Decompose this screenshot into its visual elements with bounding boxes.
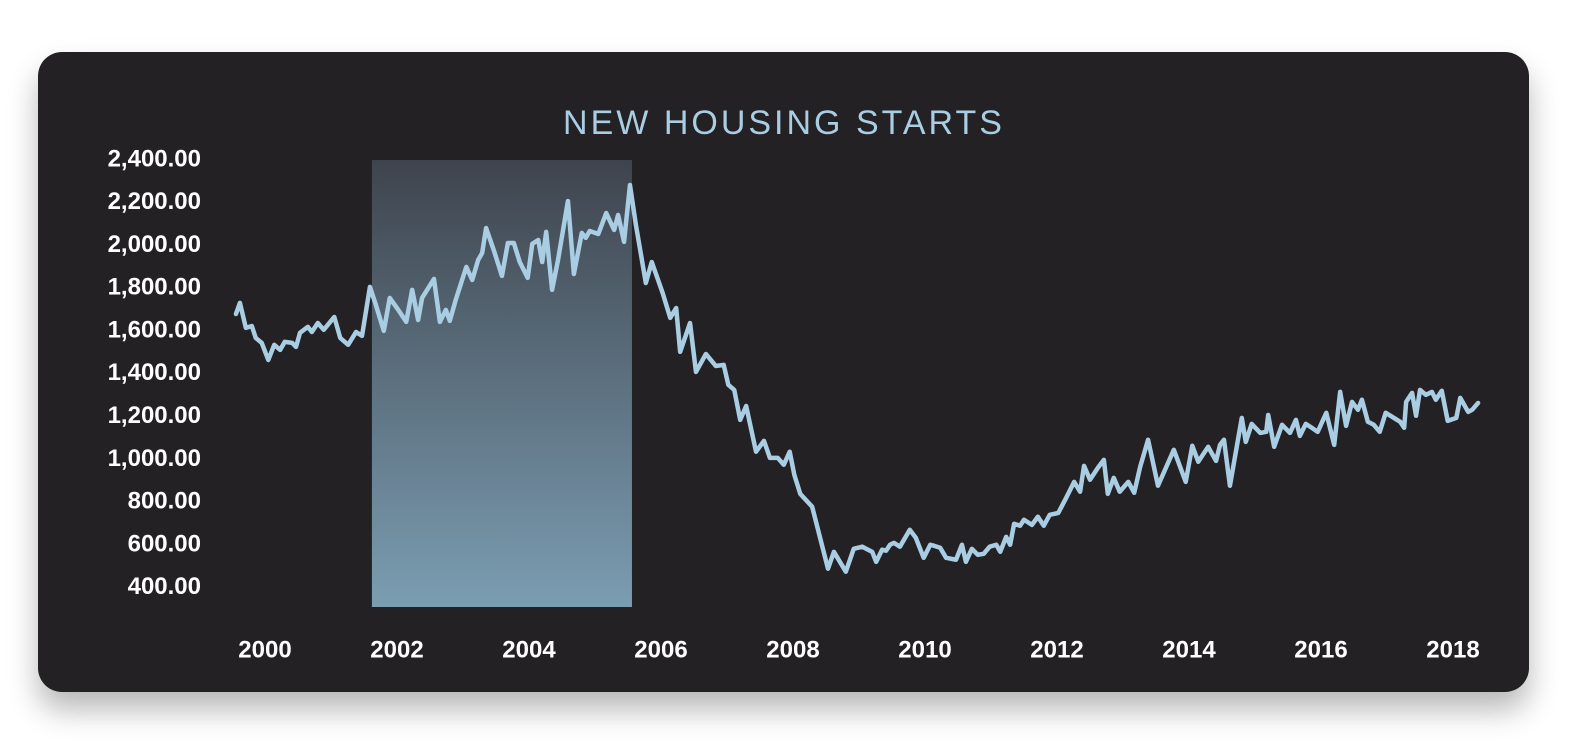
y-tick-label: 1,800.00 [108,274,201,301]
y-tick-label: 1,200.00 [108,402,201,429]
x-tick-label: 2002 [370,636,423,663]
chart: NEW HOUSING STARTS 2,400.00 2,200.00 2,000… [108,104,1481,663]
chart-title: NEW HOUSING STARTS [563,104,1005,142]
y-tick-label: 2,000.00 [108,231,201,258]
y-tick-label: 1,400.00 [108,359,201,386]
chart-card: NEW HOUSING STARTS 2,400.00 2,200.00 2,000… [38,52,1529,692]
x-tick-label: 2018 [1426,636,1479,663]
y-tick-label: 400.00 [128,573,201,600]
y-tick-label: 1,000.00 [108,445,201,472]
x-tick-label: 2016 [1294,636,1347,663]
x-tick-label: 2014 [1162,636,1216,663]
highlight-band [371,160,632,607]
x-tick-label: 2010 [898,636,951,663]
y-tick-label: 2,200.00 [108,188,201,215]
data-line [233,182,1481,574]
x-tick-label: 2000 [238,636,291,663]
x-tick-label: 2004 [502,636,556,663]
x-tick-label: 2006 [634,636,687,663]
x-tick-label: 2012 [1030,636,1083,663]
y-tick-label: 2,400.00 [108,145,201,172]
y-tick-label: 1,600.00 [108,316,201,343]
x-tick-label: 2008 [766,636,819,663]
y-tick-label: 800.00 [128,488,201,515]
y-tick-label: 600.00 [128,530,201,557]
